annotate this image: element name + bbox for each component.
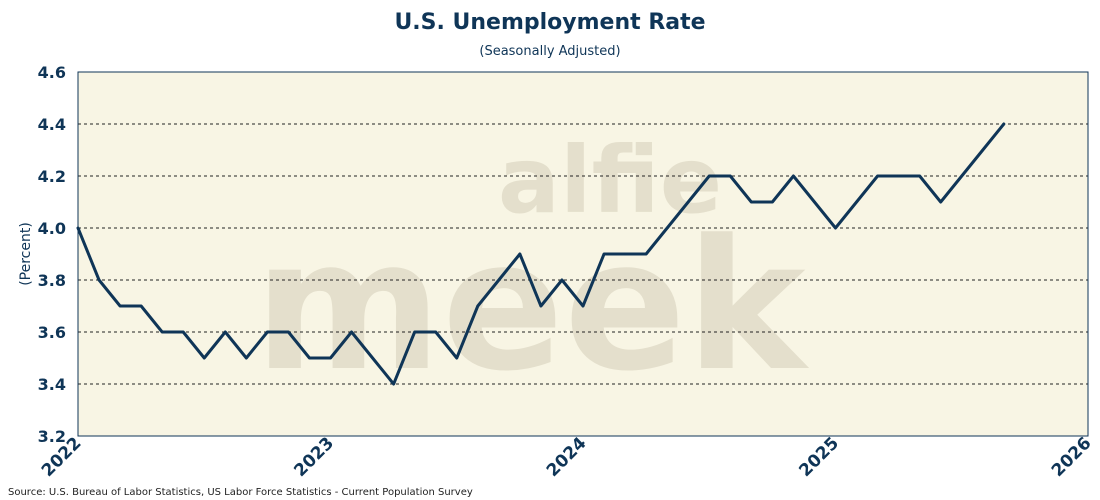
data-point [182, 330, 185, 334]
data-point [392, 382, 395, 386]
y-tick-label: 3.4 [38, 375, 66, 394]
watermark: alfie meek [254, 127, 810, 411]
y-axis-ticks: 3.2 3.4 3.6 3.8 4.0 4.2 4.4 4.6 [38, 63, 66, 446]
data-point [308, 356, 311, 360]
x-tick-label: 2023 [290, 433, 338, 481]
data-point [560, 278, 564, 282]
data-point [960, 174, 963, 178]
data-point [918, 174, 921, 178]
data-point [118, 304, 122, 308]
x-tick-label: 2024 [543, 433, 591, 481]
data-point [665, 226, 669, 230]
data-point [497, 278, 501, 282]
y-tick-label: 4.4 [38, 115, 66, 134]
data-point [771, 200, 774, 204]
data-point [203, 356, 206, 360]
data-point [623, 252, 627, 256]
data-point [476, 304, 479, 308]
data-point [455, 356, 458, 360]
data-point [287, 330, 290, 334]
data-point [518, 252, 522, 256]
data-point [687, 200, 690, 204]
x-tick-label: 2026 [1048, 433, 1096, 481]
data-point [434, 330, 437, 334]
data-point [245, 356, 248, 360]
data-point [602, 252, 606, 256]
y-tick-label: 3.6 [38, 323, 66, 342]
data-point [876, 174, 879, 178]
data-point [1002, 122, 1006, 126]
y-tick-label: 3.8 [38, 271, 66, 290]
data-point [813, 200, 816, 204]
data-point [855, 200, 858, 204]
data-point [160, 330, 164, 334]
data-point [792, 174, 795, 178]
data-point [834, 226, 837, 230]
data-point [750, 200, 753, 204]
data-point [644, 252, 648, 256]
data-point [708, 174, 711, 178]
data-point [939, 200, 942, 204]
data-point [350, 330, 353, 334]
watermark-line-1: alfie [498, 127, 722, 234]
data-point [224, 330, 227, 334]
y-tick-label: 4.2 [38, 167, 66, 186]
data-point [266, 330, 269, 334]
data-point [581, 304, 585, 308]
x-tick-label: 2025 [795, 433, 843, 481]
y-tick-label: 4.0 [38, 219, 66, 238]
data-point [97, 278, 101, 282]
y-tick-label: 3.2 [38, 427, 66, 446]
data-point [413, 330, 416, 334]
y-tick-label: 4.6 [38, 63, 66, 82]
data-point [981, 148, 984, 152]
data-point [371, 356, 374, 360]
data-points [76, 122, 1006, 386]
plot-border [77, 71, 1089, 437]
y-axis-label: (Percent) [18, 222, 34, 286]
data-point [897, 174, 900, 178]
data-point [729, 174, 732, 178]
chart-subtitle: (Seasonally Adjusted) [479, 44, 620, 59]
data-point [539, 304, 543, 308]
source-note: Source: U.S. Bureau of Labor Statistics,… [8, 487, 473, 498]
data-point [76, 226, 80, 230]
data-point [139, 304, 143, 308]
data-point [329, 356, 332, 360]
chart-title: U.S. Unemployment Rate [394, 10, 705, 35]
watermark-line-2: meek [254, 202, 810, 411]
plot-area [78, 72, 1088, 436]
x-axis-ticks: 2022 2023 2024 2025 2026 [38, 433, 1096, 481]
